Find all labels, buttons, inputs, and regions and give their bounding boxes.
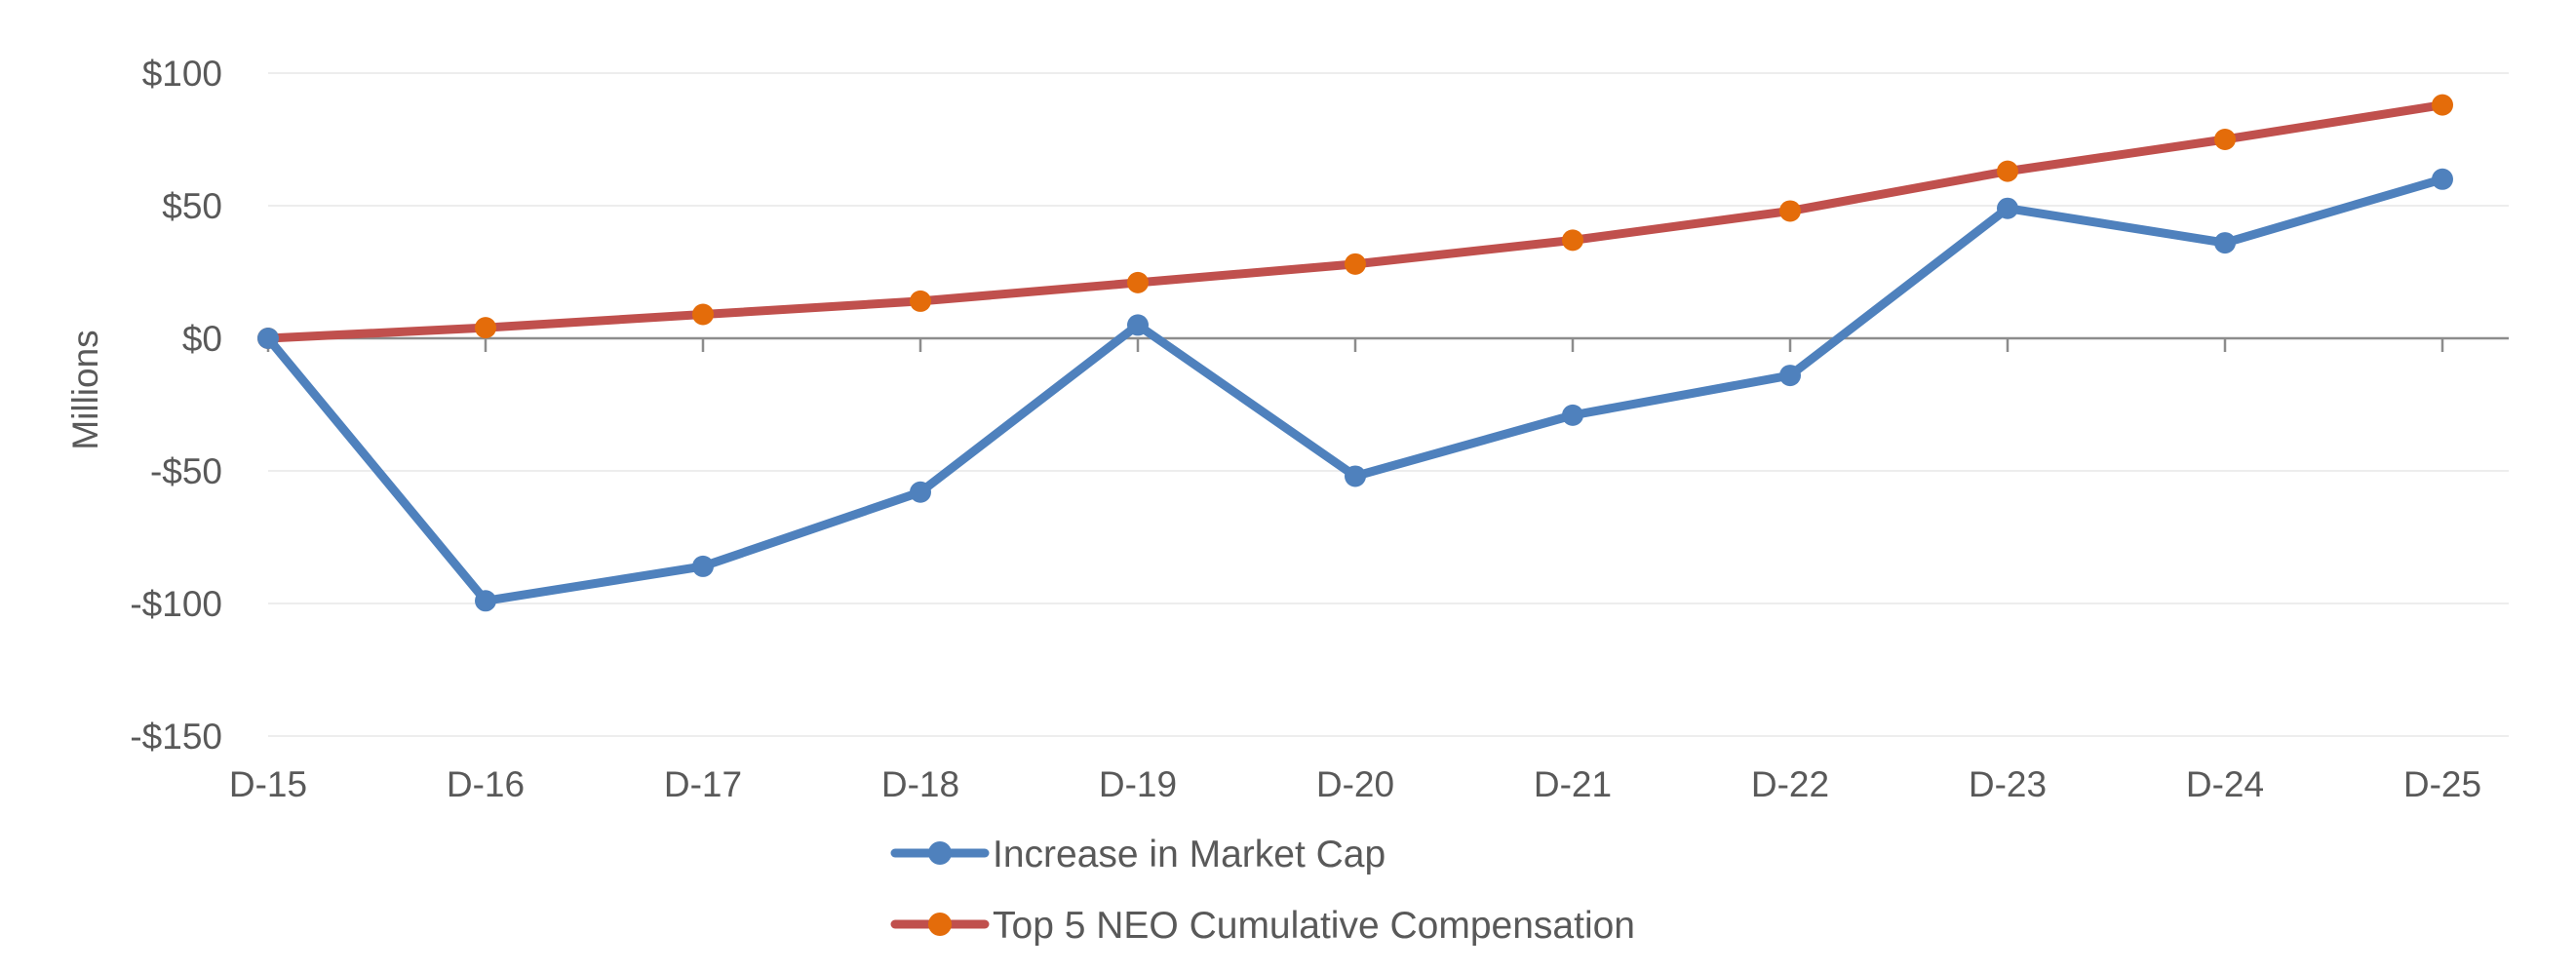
data-point: [692, 303, 714, 326]
data-point: [475, 590, 496, 612]
data-point: [2432, 168, 2453, 190]
x-tick-label: D-24: [2186, 764, 2264, 804]
x-tick-labels: D-15 D-16 D-17 D-18 D-19 D-20 D-21 D-22 D-23 D-24…: [229, 338, 2481, 804]
y-tick-label: $100: [142, 54, 222, 94]
legend-label: Top 5 NEO Cumulative Compensation: [993, 905, 1635, 947]
data-point: [1997, 197, 2018, 219]
data-point: [1779, 200, 1801, 222]
y-tick-label: $50: [162, 186, 222, 226]
data-point: [2214, 232, 2236, 254]
data-point: [2214, 129, 2236, 150]
x-tick-label: D-22: [1751, 764, 1829, 804]
x-tick-label: D-15: [229, 764, 307, 804]
legend-item: Increase in Market Cap: [890, 834, 1386, 875]
data-point: [1779, 365, 1801, 387]
data-point: [910, 290, 931, 312]
data-point: [1345, 253, 1366, 275]
series-0: [257, 168, 2453, 612]
x-tick-label: D-23: [1969, 764, 2047, 804]
data-point: [2432, 94, 2453, 116]
legend-swatch-marker: [928, 841, 952, 865]
data-point: [1345, 465, 1366, 487]
y-tick-labels: $100 $50 $0 -$50 -$100 -$150: [130, 54, 222, 757]
gridlines: [268, 72, 2509, 737]
x-tick-label: D-18: [881, 764, 959, 804]
y-tick-label: -$50: [150, 451, 222, 491]
x-tick-label: D-21: [1534, 764, 1612, 804]
data-point: [1997, 160, 2018, 182]
y-tick-label: $0: [182, 319, 222, 359]
data-point: [1127, 271, 1149, 293]
x-tick-label: D-20: [1316, 764, 1394, 804]
legend-label: Increase in Market Cap: [993, 834, 1386, 875]
legend-swatch-marker: [928, 913, 952, 936]
data-point: [1562, 404, 1583, 426]
x-tick-label: D-16: [447, 764, 525, 804]
x-tick-label: D-17: [664, 764, 742, 804]
data-point: [910, 481, 931, 503]
series-1: [257, 94, 2453, 349]
data-point: [692, 555, 714, 577]
data-point: [1127, 314, 1149, 336]
x-tick-label: D-25: [2403, 764, 2481, 804]
data-point: [257, 328, 279, 349]
series-layer: [257, 94, 2453, 612]
y-axis-title: Millions: [65, 330, 105, 449]
data-point: [475, 317, 496, 339]
y-tick-label: -$150: [130, 717, 222, 757]
legend: Increase in Market Cap Top 5 NEO Cumulati…: [890, 834, 1635, 947]
legend-item: Top 5 NEO Cumulative Compensation: [890, 905, 1635, 947]
x-tick-label: D-19: [1099, 764, 1177, 804]
series-line: [263, 175, 2447, 605]
data-point: [1562, 229, 1583, 252]
y-tick-label: -$100: [130, 584, 222, 624]
